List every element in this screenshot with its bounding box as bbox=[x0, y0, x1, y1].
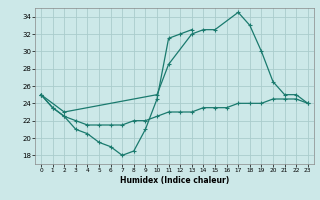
X-axis label: Humidex (Indice chaleur): Humidex (Indice chaleur) bbox=[120, 176, 229, 185]
